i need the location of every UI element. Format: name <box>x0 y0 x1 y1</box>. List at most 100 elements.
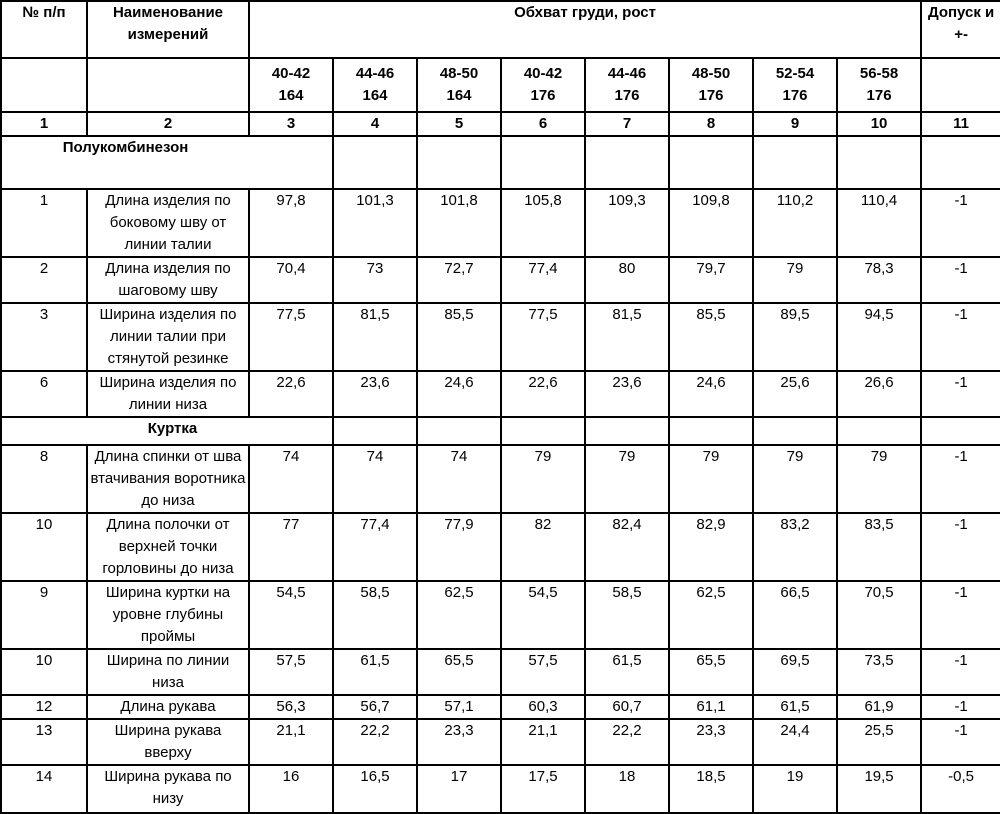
row-number: 10 <box>0 648 88 696</box>
size-chest: 52-54 <box>775 65 815 82</box>
header-name-empty <box>86 57 250 113</box>
measurement-value: 77,4 <box>500 256 586 304</box>
measurement-value: 23,6 <box>332 370 418 418</box>
measurement-name: Длина полочки от верхней точки горловины… <box>86 512 250 582</box>
section-empty-cell <box>835 416 923 446</box>
measurement-value: 19 <box>752 764 838 814</box>
table-row: 1 Длина изделия по боковому шву от линии … <box>0 188 1000 258</box>
measurement-value: 79 <box>500 444 586 514</box>
row-number: 9 <box>0 580 88 650</box>
measurement-value: 21,1 <box>500 718 586 766</box>
table-row: 13 Ширина рукава вверху 21,1 22,2 23,3 21,1 22… <box>0 718 1000 766</box>
measurement-value: 101,8 <box>416 188 502 258</box>
measurement-value: 79 <box>584 444 670 514</box>
tolerance-value: -1 <box>920 370 1000 418</box>
tolerance-value: -1 <box>920 718 1000 766</box>
header-number-empty <box>0 57 88 113</box>
section-empty-cell <box>332 416 418 446</box>
measurement-value: 77,4 <box>332 512 418 582</box>
measurement-name: Длина рукава <box>86 694 250 720</box>
size-header-cell: 44-46 176 <box>584 57 670 113</box>
column-number: 6 <box>500 111 586 137</box>
measurement-value: 25,5 <box>835 718 923 766</box>
measurement-value: 70,5 <box>835 580 923 650</box>
measurement-value: 77 <box>248 512 334 582</box>
measurement-value: 22,6 <box>248 370 334 418</box>
column-number: 4 <box>332 111 418 137</box>
measurement-value: 57,1 <box>416 694 502 720</box>
tolerance-value: -1 <box>920 580 1000 650</box>
section-empty-cell <box>752 135 838 190</box>
size-header-cell: 44-46 164 <box>332 57 418 113</box>
header-number: № п/п <box>0 0 88 59</box>
measurement-value: 85,5 <box>668 302 754 372</box>
row-number: 13 <box>0 718 88 766</box>
column-number: 1 <box>0 111 88 137</box>
measurement-value: 17 <box>416 764 502 814</box>
column-number-row: 1 2 3 4 5 6 7 8 9 10 11 <box>0 111 1000 137</box>
size-chest: 44-46 <box>355 65 395 82</box>
measurement-value: 97,8 <box>248 188 334 258</box>
row-number: 2 <box>0 256 88 304</box>
section-empty-cell <box>584 135 670 190</box>
measurement-value: 79 <box>752 444 838 514</box>
measurement-value: 61,9 <box>835 694 923 720</box>
column-number: 11 <box>920 111 1000 137</box>
section-empty-cell <box>249 416 334 446</box>
measurement-value: 110,2 <box>752 188 838 258</box>
measurement-value: 57,5 <box>248 648 334 696</box>
measurement-value: 23,6 <box>584 370 670 418</box>
measurement-value: 61,5 <box>752 694 838 720</box>
size-chest: 48-50 <box>439 65 479 82</box>
row-number: 14 <box>0 764 88 814</box>
measurement-value: 77,5 <box>500 302 586 372</box>
measurement-value: 77,5 <box>248 302 334 372</box>
tolerance-value: -1 <box>920 302 1000 372</box>
measurement-value: 80 <box>584 256 670 304</box>
measurement-value: 77,9 <box>416 512 502 582</box>
measurement-value: 54,5 <box>248 580 334 650</box>
measurement-value: 18,5 <box>668 764 754 814</box>
measurement-value: 62,5 <box>668 580 754 650</box>
section-title: Полукомбинезон <box>0 135 249 190</box>
measurement-value: 22,2 <box>332 718 418 766</box>
size-height: 176 <box>782 87 808 104</box>
size-header-cell: 48-50 176 <box>668 57 754 113</box>
tolerance-value: -1 <box>920 648 1000 696</box>
measurement-value: 79 <box>668 444 754 514</box>
measurement-value: 79 <box>835 444 923 514</box>
size-header-cell: 40-42 164 <box>248 57 334 113</box>
measurement-value: 110,4 <box>835 188 923 258</box>
measurement-name: Ширина куртки на уровне глубины проймы <box>86 580 250 650</box>
measurement-value: 22,2 <box>584 718 670 766</box>
measurement-value: 82 <box>500 512 586 582</box>
measurement-value: 74 <box>416 444 502 514</box>
section-empty-cell <box>920 135 1000 190</box>
size-height: 164 <box>446 87 472 104</box>
measurement-value: 85,5 <box>416 302 502 372</box>
size-chest: 56-58 <box>859 65 899 82</box>
measurement-value: 18 <box>584 764 670 814</box>
table-row: 2 Длина изделия по шаговому шву 70,4 73 72,7… <box>0 256 1000 304</box>
measurement-value: 101,3 <box>332 188 418 258</box>
section-empty-cell <box>668 135 754 190</box>
measurement-value: 65,5 <box>416 648 502 696</box>
measurement-value: 16,5 <box>332 764 418 814</box>
size-height: 164 <box>278 87 304 104</box>
table-row: 9 Ширина куртки на уровне глубины проймы 5… <box>0 580 1000 650</box>
measurement-value: 73,5 <box>835 648 923 696</box>
measurement-value: 73 <box>332 256 418 304</box>
column-number: 3 <box>248 111 334 137</box>
section-row: Куртка <box>0 416 1000 446</box>
size-header-cell: 48-50 164 <box>416 57 502 113</box>
tolerance-value: -1 <box>920 444 1000 514</box>
section-row: Полукомбинезон <box>0 135 1000 190</box>
measurement-value: 26,6 <box>835 370 923 418</box>
size-height: 164 <box>362 87 388 104</box>
measurement-value: 74 <box>248 444 334 514</box>
header-tolerance-empty <box>920 57 1000 113</box>
table-row: 3 Ширина изделия по линии талии при стяну… <box>0 302 1000 372</box>
section-empty-cell <box>920 416 1000 446</box>
measurement-value: 23,3 <box>416 718 502 766</box>
size-header-cell: 40-42 176 <box>500 57 586 113</box>
